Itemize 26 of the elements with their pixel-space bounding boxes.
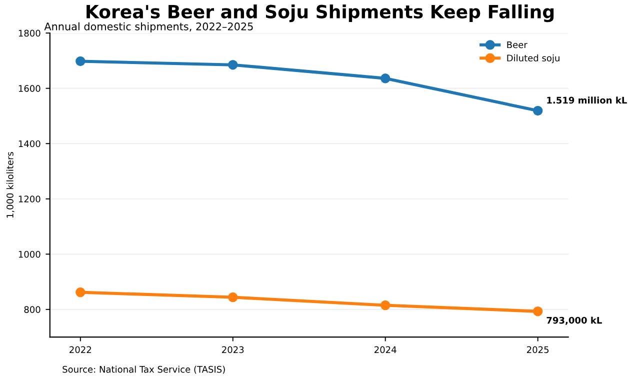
y-tick-label: 1000 [18, 250, 40, 258]
point [76, 287, 86, 298]
y-tick-label: 800 [24, 306, 40, 313]
x-tick-label: 2022 [70, 346, 91, 354]
legend-label: Beer [507, 41, 528, 48]
point [532, 106, 543, 116]
y-tick-label: 1400 [18, 140, 40, 148]
x-tick-label: 2025 [527, 346, 549, 354]
x-tick-label: 2024 [374, 346, 396, 354]
y-tick-label: 1600 [18, 85, 40, 92]
source-note: Source: National Tax Service (TASIS) [62, 366, 225, 374]
chart-title: Korea's Beer and Soju Shipments Keep Falling [86, 4, 554, 22]
point [380, 300, 390, 310]
point [380, 74, 390, 84]
point [76, 56, 86, 66]
chart-subtitle: Annual domestic shipments, 2022–2025 [44, 22, 253, 32]
legend-label: Diluted soju [507, 54, 560, 64]
y-tick-label: 1200 [18, 196, 40, 202]
point [532, 306, 543, 316]
x-tick-label: 2023 [222, 346, 244, 354]
annotation: 1.519 million kL [547, 96, 627, 104]
y-tick-label: 1800 [18, 30, 40, 37]
y-axis-title: 1,000 kiloliters [6, 152, 14, 218]
point [228, 292, 238, 302]
point [228, 60, 238, 70]
annotation: 793,000 kL [546, 316, 602, 325]
